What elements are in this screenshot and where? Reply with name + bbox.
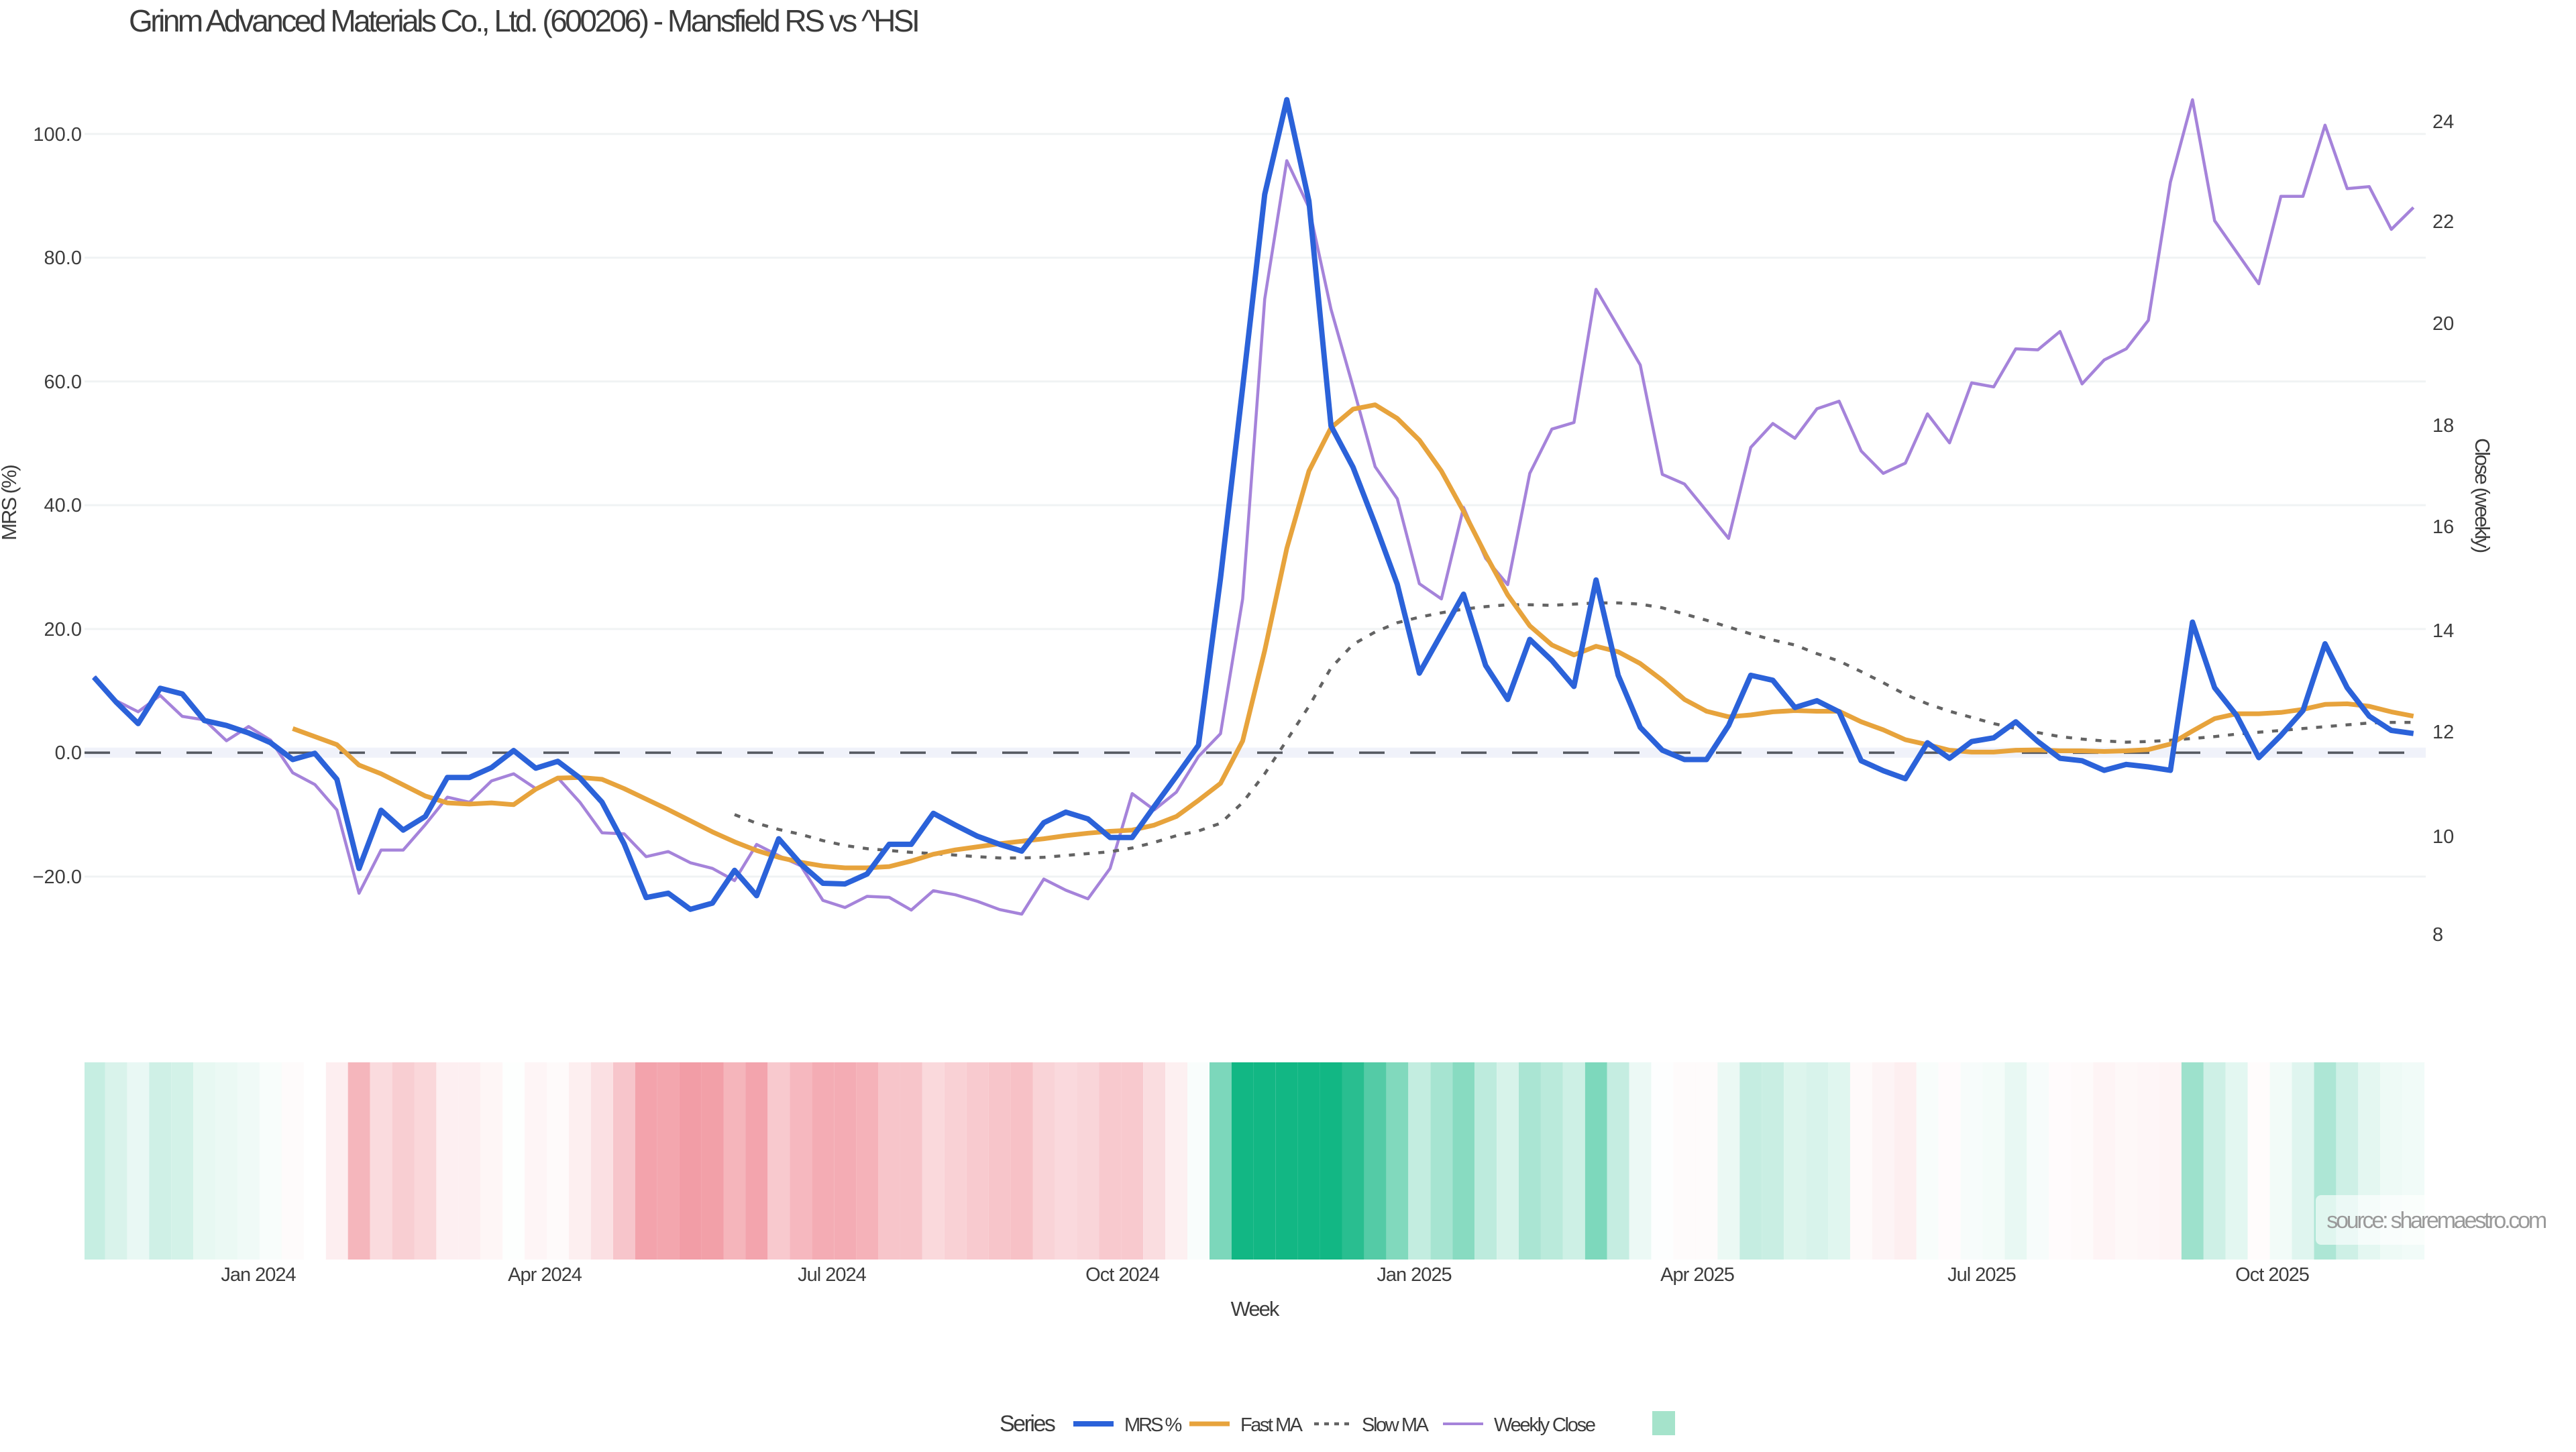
svg-text:Grinm Advanced Materials Co.,: Grinm Advanced Materials Co., Ltd. (6002…	[129, 3, 918, 38]
svg-text:22: 22	[2432, 211, 2454, 233]
svg-text:Jan 2024: Jan 2024	[221, 1264, 296, 1286]
svg-text:source: sharemaestro.com: source: sharemaestro.com	[2326, 1208, 2546, 1233]
svg-text:20: 20	[2432, 313, 2454, 335]
svg-text:40.0: 40.0	[44, 495, 82, 516]
svg-text:Oct 2025: Oct 2025	[2235, 1264, 2309, 1286]
svg-text:Jan 2025: Jan 2025	[1377, 1264, 1451, 1286]
svg-text:Week: Week	[1231, 1297, 1280, 1321]
svg-text:0.0: 0.0	[55, 742, 82, 764]
svg-text:Apr 2024: Apr 2024	[508, 1264, 582, 1286]
svg-text:Fast MA: Fast MA	[1240, 1414, 1303, 1436]
svg-text:MRS (%): MRS (%)	[0, 465, 21, 540]
svg-text:−20.0: −20.0	[33, 867, 82, 888]
svg-text:24: 24	[2432, 111, 2454, 133]
svg-text:8: 8	[2432, 924, 2443, 946]
svg-text:Series: Series	[1000, 1411, 1055, 1437]
svg-text:14: 14	[2432, 620, 2454, 642]
svg-text:Apr 2025: Apr 2025	[1660, 1264, 1734, 1286]
svg-text:18: 18	[2432, 415, 2454, 437]
svg-text:12: 12	[2432, 722, 2454, 743]
svg-text:16: 16	[2432, 516, 2454, 538]
svg-text:Slow MA: Slow MA	[1362, 1414, 1430, 1436]
svg-text:Close (weekly): Close (weekly)	[2471, 438, 2494, 553]
svg-text:10: 10	[2432, 826, 2454, 848]
svg-text:Weekly Close: Weekly Close	[1494, 1414, 1595, 1436]
svg-text:Jul 2024: Jul 2024	[798, 1264, 867, 1286]
svg-text:20.0: 20.0	[44, 619, 82, 640]
svg-text:100.0: 100.0	[33, 124, 82, 146]
svg-text:Oct 2024: Oct 2024	[1085, 1264, 1160, 1286]
svg-text:MRS %: MRS %	[1124, 1414, 1182, 1436]
svg-text:60.0: 60.0	[44, 372, 82, 393]
svg-text:Jul 2025: Jul 2025	[1947, 1264, 2016, 1286]
svg-text:80.0: 80.0	[44, 247, 82, 269]
